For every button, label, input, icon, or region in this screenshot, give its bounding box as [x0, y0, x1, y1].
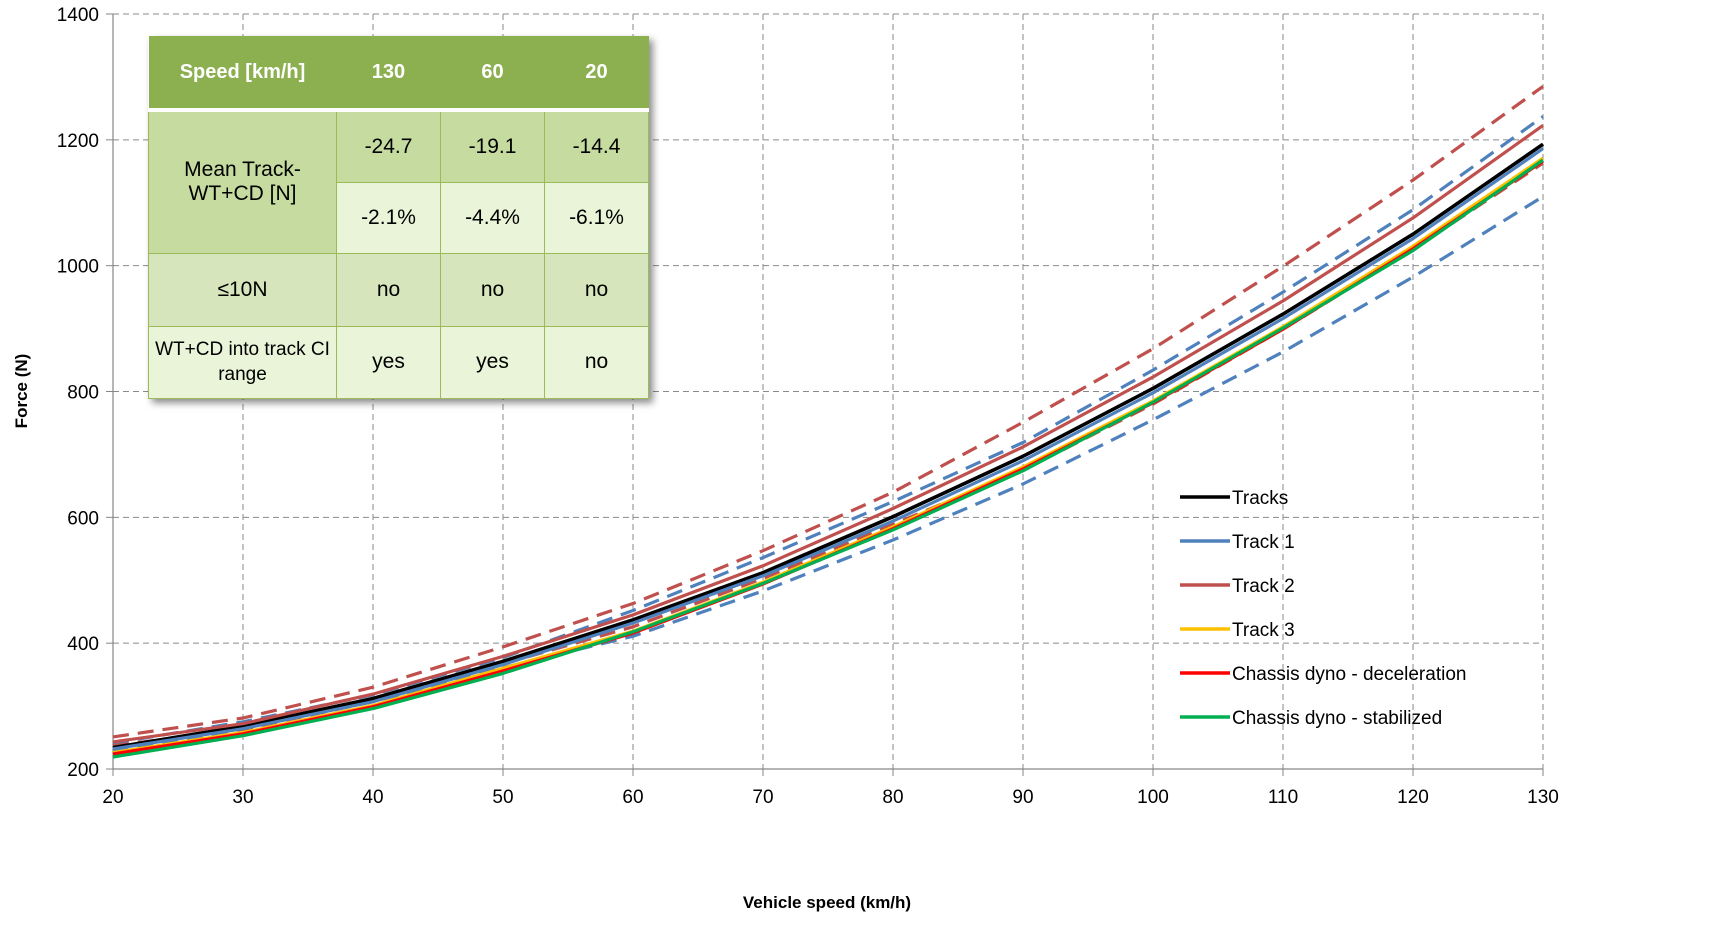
- table-header-cell: Speed [km/h]: [148, 36, 337, 112]
- series-line: [112, 158, 1544, 759]
- legend-label: Track 3: [1232, 620, 1295, 641]
- legend-label: Chassis dyno - deceleration: [1232, 664, 1466, 685]
- table-header-cell: 60: [440, 36, 545, 112]
- x-tick-label: 40: [362, 787, 383, 808]
- series-line: [112, 147, 1544, 751]
- x-tick-label: 60: [622, 787, 643, 808]
- series-line: [112, 124, 1544, 744]
- x-tick-label: 120: [1397, 787, 1429, 808]
- table-cell: -14.4: [544, 109, 649, 183]
- x-tick-label: 90: [1012, 787, 1033, 808]
- table-header-cell: 130: [336, 36, 441, 112]
- table-row: WT+CD into track CI range yes yes no: [148, 325, 649, 399]
- table-cell: -24.7: [336, 109, 441, 183]
- x-tick-label: 110: [1268, 787, 1298, 808]
- y-tick-label: 400: [67, 634, 99, 655]
- y-tick-label: 1200: [57, 131, 99, 152]
- legend-label: Tracks: [1232, 488, 1288, 509]
- legend-label: Track 2: [1232, 576, 1295, 597]
- summary-table: Speed [km/h] 130 60 20 Mean Track-WT+CD …: [148, 36, 649, 399]
- table-cell: no: [336, 252, 441, 327]
- series-line: [112, 142, 1545, 750]
- x-axis-title: Vehicle speed (km/h): [743, 893, 911, 912]
- x-tick-label: 30: [232, 787, 253, 808]
- table-row: ≤10N no no no: [148, 252, 649, 327]
- x-tick-label: 70: [752, 787, 773, 808]
- table-header-row: Speed [km/h] 130 60 20: [148, 36, 649, 112]
- confidence-bound-line: [112, 115, 1544, 745]
- table-cell: yes: [336, 325, 441, 399]
- table-row: Mean Track-WT+CD [N] -24.7 -19.1 -14.4: [148, 109, 649, 254]
- y-axis-title: Force (N): [12, 354, 31, 429]
- table-cell: -19.1: [440, 109, 545, 183]
- legend: Tracks Track 1 Track 2 Track 3 Chassis dyno …: [1180, 488, 1466, 729]
- y-tick-label: 200: [67, 760, 99, 781]
- x-tick-label: 50: [492, 787, 513, 808]
- legend-label: Chassis dyno - stabilized: [1232, 708, 1442, 729]
- y-tick-label: 800: [67, 383, 99, 404]
- y-tick-label: 1400: [57, 5, 99, 26]
- table-cell: no: [544, 325, 649, 399]
- table-cell: no: [544, 252, 649, 327]
- x-tick-label: 80: [882, 787, 903, 808]
- y-tick-label: 1000: [57, 257, 99, 278]
- axes: 20 30 40 50 60 70 80 90 100 110 120 130 200 400 600 800…: [57, 5, 1559, 808]
- table-cell: no: [440, 252, 545, 327]
- table-cell: -2.1%: [336, 181, 441, 254]
- y-tick-label: 600: [67, 508, 99, 529]
- x-tick-label: 100: [1137, 787, 1169, 808]
- mean-diff-label: Mean Track-WT+CD [N]: [148, 109, 337, 254]
- legend-label: Track 1: [1232, 532, 1295, 553]
- table-header-cell: 20: [544, 36, 649, 112]
- table-cell: -4.4%: [440, 181, 545, 254]
- table-cell: yes: [440, 325, 545, 399]
- series-lines: [112, 85, 1545, 759]
- x-tick-label: 20: [102, 787, 123, 808]
- table-cell: -6.1%: [544, 181, 649, 254]
- x-tick-label: 130: [1527, 787, 1559, 808]
- table-row: -2.1% -4.4% -6.1%: [149, 181, 649, 254]
- le10n-label: ≤10N: [148, 252, 337, 327]
- ci-range-label: WT+CD into track CI range: [148, 325, 337, 399]
- confidence-bound-line: [112, 195, 1544, 754]
